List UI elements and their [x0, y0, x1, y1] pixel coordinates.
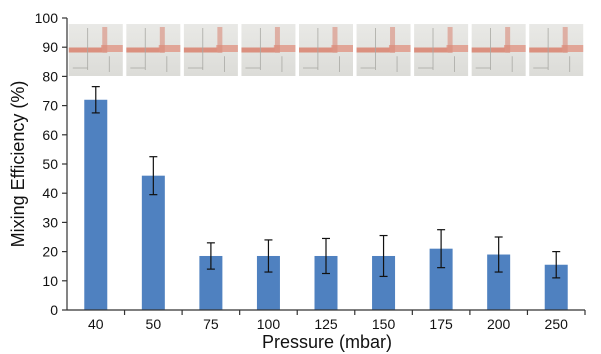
- microchannel-photo-200: [471, 24, 526, 76]
- microchannel-photo-150: [356, 24, 411, 76]
- y-tick-label: 60: [42, 127, 58, 143]
- microchannel-photo-175: [414, 24, 469, 76]
- x-tick-label-75: 75: [203, 316, 219, 332]
- bars-group: [84, 99, 568, 310]
- y-tick-label: 20: [42, 244, 58, 260]
- microchannel-photo-100: [241, 24, 296, 76]
- bar-125: [314, 255, 338, 310]
- bar-250: [544, 264, 568, 310]
- y-tick-label: 90: [42, 39, 58, 55]
- bar-75: [199, 255, 223, 310]
- bar-40: [84, 99, 108, 310]
- y-axis-title: Mixing Efficiency (%): [8, 81, 28, 248]
- microchannel-photo-50: [126, 24, 181, 76]
- bar-100: [256, 255, 280, 310]
- x-tick-label-200: 200: [487, 316, 511, 332]
- bar-50: [141, 175, 165, 310]
- microchannel-photo-250: [529, 24, 584, 76]
- microchannel-photo-40: [68, 24, 123, 76]
- inset-photos: [68, 24, 584, 76]
- x-tick-label-175: 175: [429, 316, 453, 332]
- y-tick-label: 40: [42, 185, 58, 201]
- y-tick-label: 100: [35, 10, 59, 26]
- x-axis-title: Pressure (mbar): [262, 332, 392, 352]
- x-tick-label-100: 100: [257, 316, 281, 332]
- y-tick-label: 30: [42, 214, 58, 230]
- x-tick-label-50: 50: [146, 316, 162, 332]
- microchannel-photo-75: [183, 24, 238, 76]
- bar-200: [487, 254, 511, 310]
- y-tick-label: 50: [42, 156, 58, 172]
- x-tick-label-125: 125: [314, 316, 338, 332]
- bar-175: [429, 248, 453, 310]
- x-tick-label-150: 150: [372, 316, 396, 332]
- x-tick-label-40: 40: [88, 316, 104, 332]
- error-bars-group: [91, 86, 561, 279]
- x-tick-label-250: 250: [545, 316, 569, 332]
- x-ticks-group: 40 50 75 100 125 150 175 200 250: [88, 310, 586, 332]
- microchannel-photo-125: [299, 24, 353, 76]
- y-tick-label: 80: [42, 68, 58, 84]
- y-tick-label: 0: [50, 302, 58, 318]
- y-ticks-group: 0 10 20 30 40 50 60 70 80 90 100: [35, 10, 67, 318]
- y-tick-label: 70: [42, 98, 58, 114]
- y-tick-label: 10: [42, 273, 58, 289]
- bar-150: [372, 255, 396, 310]
